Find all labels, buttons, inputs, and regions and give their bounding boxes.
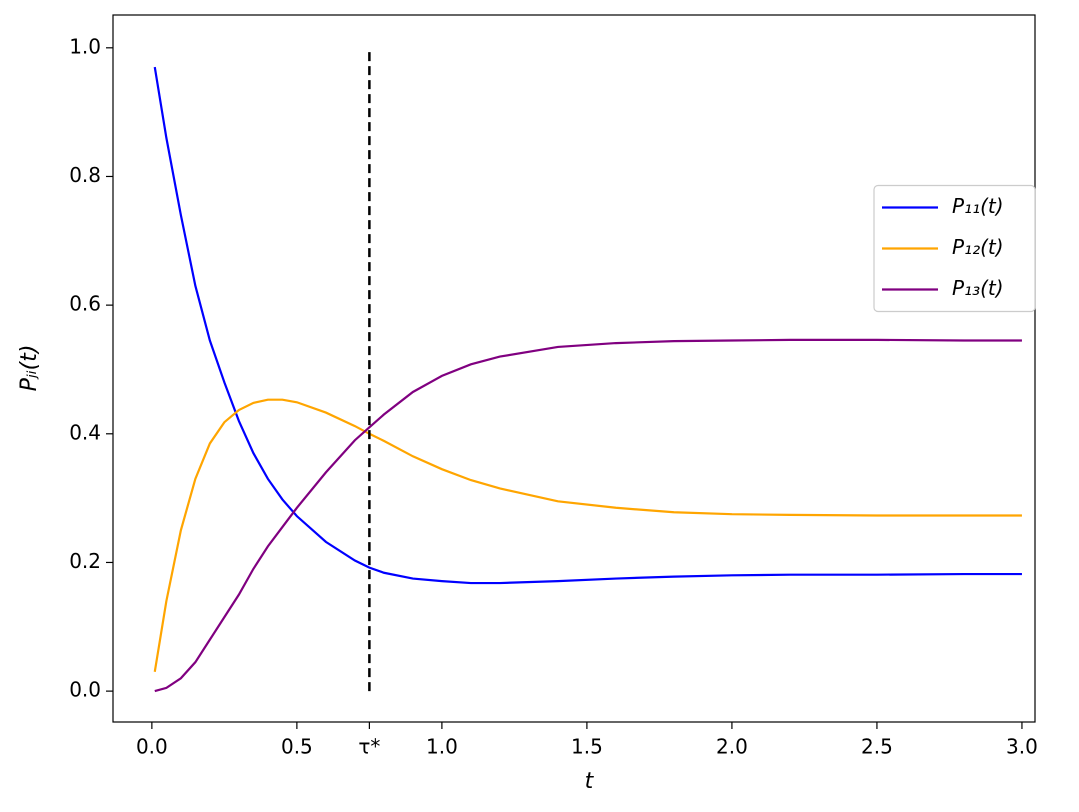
x-tick-label: 1.0: [426, 735, 458, 759]
y-tick-label: 1.0: [69, 34, 101, 58]
legend-label: P₁₃(t): [952, 276, 1004, 300]
x-tick-label: 2.5: [861, 735, 893, 759]
line-series: [153, 66, 1022, 585]
x-tick-label: 0.5: [281, 735, 313, 759]
line-series: [153, 398, 1022, 672]
x-tick-label: 0.0: [136, 735, 168, 759]
x-tick-label: 1.5: [571, 735, 603, 759]
legend-box: [873, 184, 1036, 313]
x-axis-label: t: [585, 769, 595, 794]
y-tick-label: 0.0: [69, 678, 101, 702]
legend-label: P₁₂(t): [952, 235, 1004, 259]
x-tick-label: 3.0: [1006, 735, 1038, 759]
plot-frame: [112, 14, 1036, 723]
y-tick-label: 0.8: [69, 163, 101, 187]
legend-label: P₁₁(t): [952, 194, 1004, 218]
y-tick-label: 0.2: [69, 549, 101, 573]
y-tick-label: 0.4: [69, 420, 101, 444]
x-tick-label: τ*: [358, 735, 380, 759]
legend: P₁₁(t) P₁₂(t) P₁₃(t): [873, 184, 1036, 313]
y-axis-label: Pⱼᵢ(t): [17, 345, 42, 392]
x-tick-label: 2.0: [716, 735, 748, 759]
line-series: [154, 338, 1022, 693]
y-tick-label: 0.6: [69, 292, 101, 316]
